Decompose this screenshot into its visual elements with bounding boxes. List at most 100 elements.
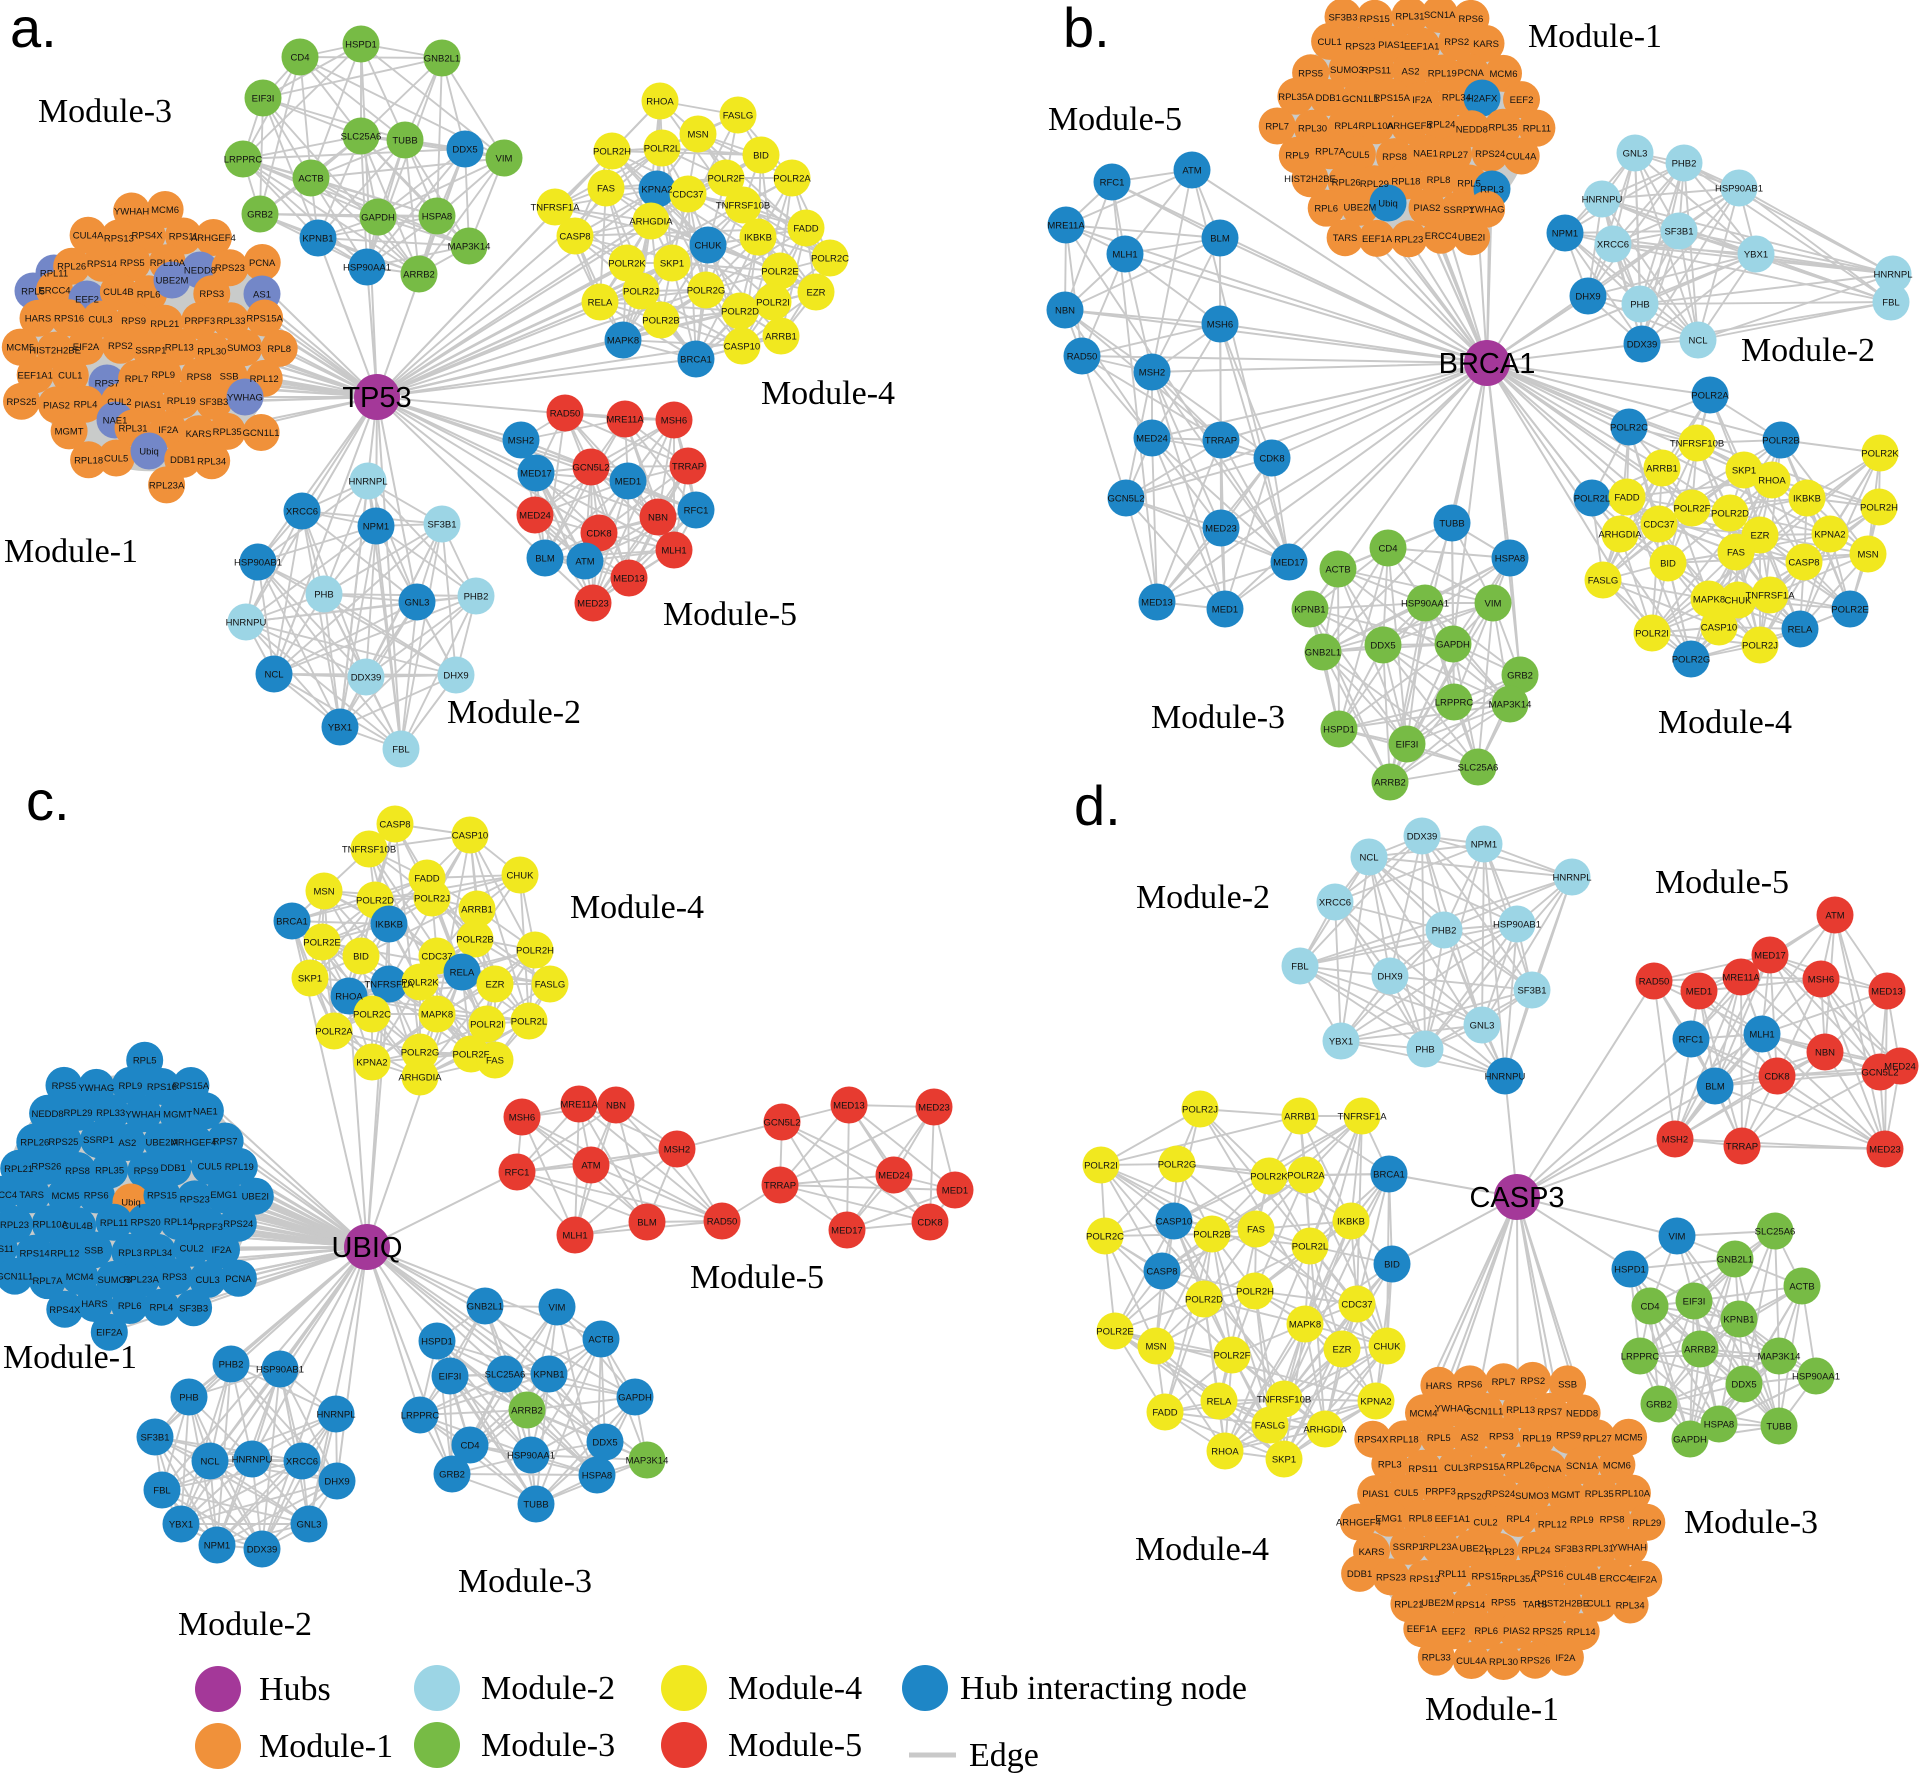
svg-text:RPL6: RPL6: [137, 289, 161, 300]
svg-text:RPL9: RPL9: [1570, 1515, 1594, 1526]
svg-text:LRPPRC: LRPPRC: [224, 155, 263, 166]
svg-text:ARHGDIA: ARHGDIA: [1598, 530, 1642, 541]
svg-text:PIAS2: PIAS2: [1414, 203, 1441, 214]
svg-text:MAP3K14: MAP3K14: [1489, 700, 1532, 711]
svg-text:CUL5: CUL5: [104, 454, 128, 465]
svg-text:CDK8: CDK8: [1764, 1072, 1789, 1083]
svg-text:EIF2A: EIF2A: [73, 342, 100, 353]
svg-text:HARS: HARS: [81, 1299, 107, 1310]
svg-text:RPL35: RPL35: [95, 1166, 124, 1177]
svg-text:CUL1: CUL1: [1317, 37, 1341, 48]
svg-text:SUMO3: SUMO3: [1330, 65, 1364, 76]
svg-text:RPL31: RPL31: [1395, 11, 1424, 22]
svg-text:SUMO3: SUMO3: [227, 343, 261, 354]
svg-text:PHB: PHB: [314, 590, 334, 601]
svg-text:RPS15: RPS15: [1360, 14, 1390, 25]
svg-text:NBN: NBN: [648, 513, 668, 524]
svg-text:IKBKB: IKBKB: [375, 920, 403, 931]
svg-text:Module-3: Module-3: [38, 93, 172, 130]
svg-text:CASP8: CASP8: [379, 820, 410, 831]
svg-text:TUBB: TUBB: [1766, 1422, 1791, 1433]
svg-text:GRB2: GRB2: [1646, 1400, 1672, 1411]
svg-text:KARS: KARS: [1359, 1547, 1385, 1558]
svg-text:DDX5: DDX5: [592, 1438, 617, 1449]
svg-text:PHB: PHB: [179, 1393, 199, 1404]
svg-text:KPNA2: KPNA2: [641, 185, 672, 196]
svg-text:HSP90AA1: HSP90AA1: [507, 1451, 555, 1462]
svg-text:NAE1: NAE1: [103, 416, 128, 427]
svg-text:TNFRSF1A: TNFRSF1A: [530, 203, 580, 214]
svg-text:EEF1A1: EEF1A1: [1435, 1514, 1470, 1525]
svg-text:EEF1A: EEF1A: [1407, 1624, 1438, 1635]
svg-text:RPS25: RPS25: [48, 1137, 78, 1148]
svg-text:RPL29: RPL29: [1632, 1518, 1661, 1529]
svg-text:RAD50: RAD50: [1067, 352, 1098, 363]
svg-text:TNFRSF10B: TNFRSF10B: [716, 201, 770, 212]
svg-text:Module-1: Module-1: [3, 1339, 137, 1376]
svg-text:PHB2: PHB2: [464, 592, 489, 603]
svg-text:DDB1: DDB1: [1347, 1569, 1372, 1580]
svg-text:HNRNPU: HNRNPU: [232, 1455, 273, 1466]
svg-text:MGMT: MGMT: [163, 1110, 192, 1121]
svg-text:ARRB1: ARRB1: [765, 332, 797, 343]
svg-text:ARHGDIA: ARHGDIA: [398, 1073, 442, 1084]
svg-text:AS2: AS2: [1402, 66, 1420, 77]
svg-text:RPL23: RPL23: [1394, 234, 1423, 245]
svg-text:MSH6: MSH6: [661, 416, 687, 427]
svg-text:GAPDH: GAPDH: [361, 213, 395, 224]
svg-text:RPS5: RPS5: [120, 258, 145, 269]
svg-text:DHX9: DHX9: [1575, 292, 1600, 303]
svg-text:RPL5: RPL5: [21, 287, 45, 298]
svg-text:HSPD1: HSPD1: [345, 40, 377, 51]
svg-text:RPL35: RPL35: [1585, 1489, 1614, 1500]
svg-text:RPL12: RPL12: [250, 374, 279, 385]
svg-text:RPL33: RPL33: [1422, 1653, 1451, 1664]
svg-text:POLR2K: POLR2K: [608, 259, 646, 270]
svg-text:MED1: MED1: [1212, 605, 1238, 616]
svg-text:RPL33: RPL33: [96, 1108, 125, 1119]
svg-text:CUL3: CUL3: [195, 1275, 219, 1286]
svg-text:POLR2E: POLR2E: [761, 267, 799, 278]
svg-text:POLR2D: POLR2D: [721, 307, 759, 318]
svg-text:MLH1: MLH1: [661, 546, 686, 557]
svg-text:RPS20: RPS20: [131, 1218, 161, 1229]
svg-text:SF3B3: SF3B3: [1554, 1544, 1583, 1555]
svg-text:POLR2D: POLR2D: [356, 896, 394, 907]
svg-text:HSPA8: HSPA8: [1495, 554, 1525, 565]
svg-text:RPL3: RPL3: [1480, 185, 1504, 196]
svg-text:MED24: MED24: [1136, 434, 1168, 445]
svg-text:POLR2I: POLR2I: [756, 298, 790, 309]
svg-text:GAPDH: GAPDH: [1673, 1435, 1707, 1446]
svg-text:POLR2A: POLR2A: [315, 1027, 353, 1038]
svg-text:BLM: BLM: [535, 554, 555, 565]
svg-text:SSRP1: SSRP1: [83, 1135, 114, 1146]
svg-text:RPL29: RPL29: [63, 1108, 92, 1119]
svg-text:MED23: MED23: [1869, 1145, 1901, 1156]
svg-text:SUMO3: SUMO3: [98, 1275, 132, 1286]
svg-text:HSP90AA1: HSP90AA1: [343, 263, 391, 274]
svg-text:FBL: FBL: [1291, 962, 1308, 973]
svg-text:SSB: SSB: [1558, 1379, 1577, 1390]
svg-text:XRCC6: XRCC6: [286, 507, 318, 518]
svg-text:RPL3: RPL3: [118, 1248, 142, 1259]
svg-text:RPL6: RPL6: [1314, 204, 1338, 215]
svg-text:EZR: EZR: [1751, 531, 1770, 542]
svg-text:LRPPRC: LRPPRC: [1435, 698, 1474, 709]
svg-text:RPS23: RPS23: [1376, 1572, 1406, 1583]
svg-text:RHOA: RHOA: [1211, 1447, 1239, 1458]
svg-text:RPS16: RPS16: [1533, 1569, 1563, 1580]
svg-text:RPL10A: RPL10A: [150, 258, 186, 269]
svg-text:HNRNPU: HNRNPU: [1582, 195, 1623, 206]
svg-text:GRB2: GRB2: [439, 1470, 465, 1481]
svg-text:POLR2J: POLR2J: [414, 894, 450, 905]
svg-text:KARS: KARS: [186, 429, 212, 440]
svg-text:POLR2B: POLR2B: [1193, 1230, 1231, 1241]
svg-text:PIAS1: PIAS1: [1378, 40, 1405, 51]
svg-text:RPS23: RPS23: [180, 1194, 210, 1205]
svg-text:ARHGDIA: ARHGDIA: [629, 217, 673, 228]
svg-text:CUL4A: CUL4A: [73, 231, 104, 242]
svg-text:CDK8: CDK8: [917, 1218, 942, 1229]
svg-text:YWHAG: YWHAG: [227, 393, 263, 404]
svg-text:MSH2: MSH2: [664, 1145, 690, 1156]
svg-text:RPS15: RPS15: [1472, 1571, 1502, 1582]
